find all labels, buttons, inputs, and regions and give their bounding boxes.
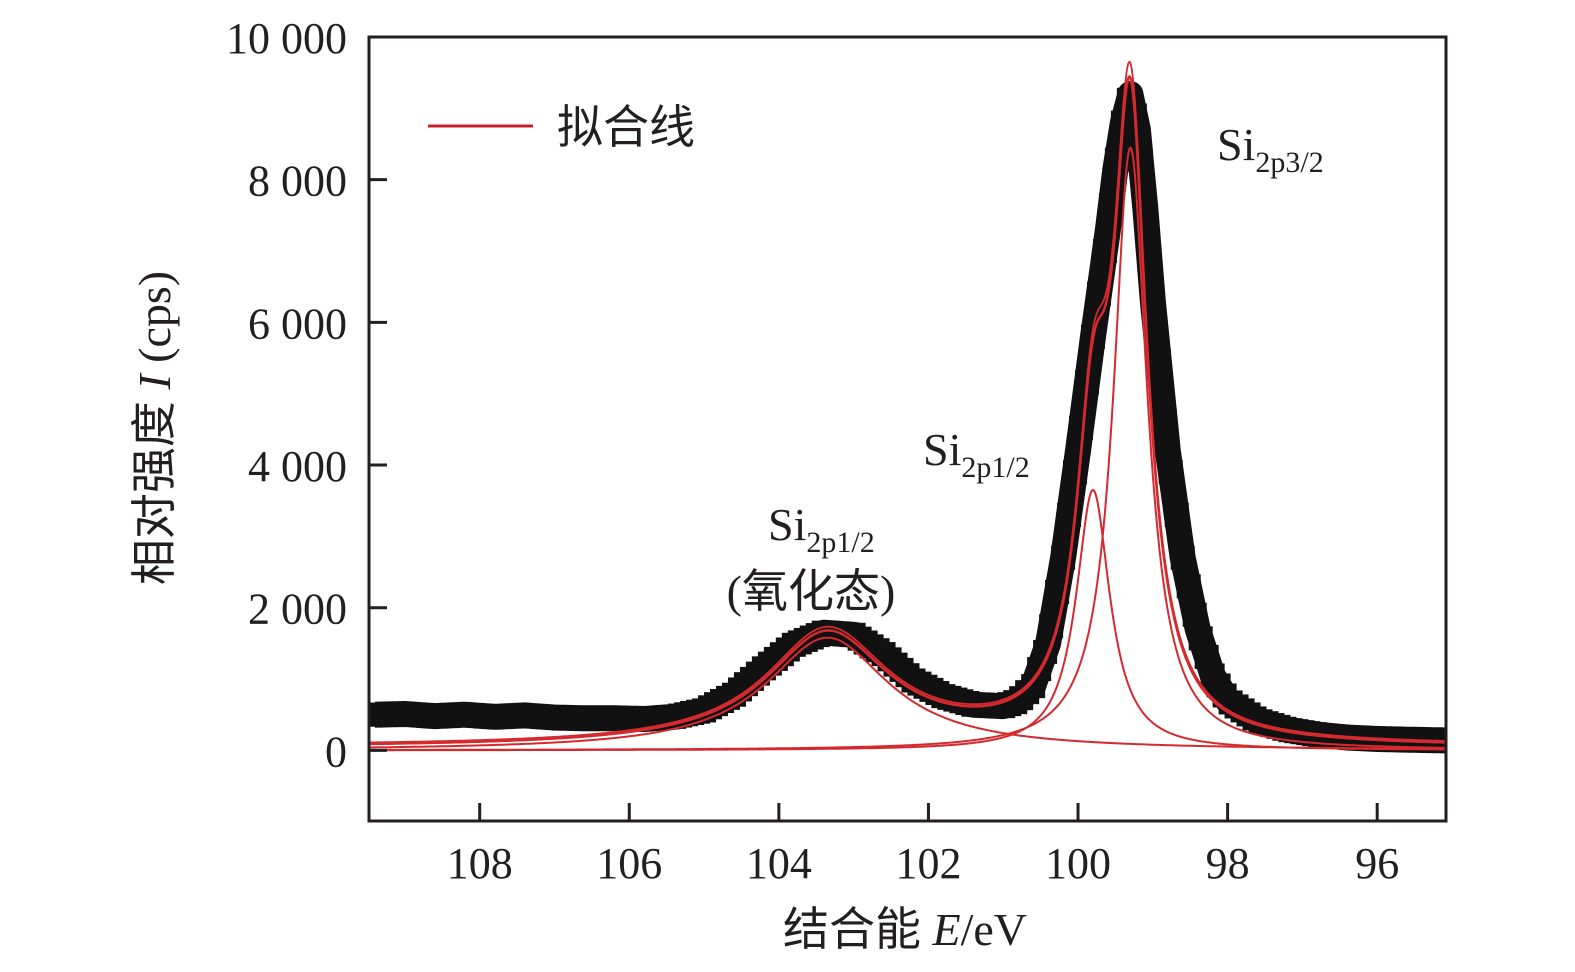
y-tick-label: 0	[325, 727, 347, 776]
fit-envelope	[369, 74, 1446, 746]
annotation-si2p3-2: Si2p3/2	[1217, 119, 1324, 179]
experimental-point	[1158, 460, 1183, 485]
experimental-point	[1176, 574, 1201, 599]
fit-component-si2p1-2-oxide	[369, 636, 1446, 750]
experimental-point	[1164, 502, 1189, 527]
series-layer	[369, 60, 1446, 754]
x-tick-label: 104	[746, 839, 812, 888]
annotation-si2p1-2: Si2p1/2	[923, 424, 1030, 484]
annotation-si2p1-2-oxide: Si2p1/2	[768, 499, 875, 559]
annotation-oxide-state: (氧化态)	[727, 566, 896, 617]
y-axis-title: 相对强度 I (cps)	[129, 271, 180, 585]
x-tick-label: 96	[1355, 839, 1399, 888]
experimental-point	[1069, 415, 1094, 440]
y-tick-label: 2 000	[248, 585, 347, 634]
plot-frame	[367, 35, 1448, 823]
legend-label-fit: 拟合线	[557, 102, 695, 153]
x-tick-label: 102	[895, 839, 961, 888]
experimental-point	[1057, 502, 1082, 527]
experimental-point	[1098, 193, 1123, 218]
experimental-data-band	[369, 81, 1446, 754]
x-axis: 108 106 104 102 100 98 96	[447, 803, 1399, 888]
experimental-point	[1063, 460, 1088, 485]
x-tick-label: 100	[1045, 839, 1111, 888]
experimental-point	[1182, 602, 1207, 627]
legend: 拟合线	[428, 102, 695, 153]
x-tick-label: 98	[1206, 839, 1250, 888]
y-tick-label: 10 000	[226, 14, 347, 63]
experimental-point	[1170, 545, 1195, 570]
x-tick-label: 108	[447, 839, 513, 888]
y-tick-label: 4 000	[248, 442, 347, 491]
experimental-point	[1104, 147, 1129, 172]
y-tick-label: 6 000	[248, 299, 347, 348]
x-tick-label: 106	[596, 839, 662, 888]
experimental-point	[1152, 408, 1177, 433]
y-tick-label: 8 000	[248, 157, 347, 206]
y-axis: 0 2 000 4 000 6 000 8 000 10 000	[226, 14, 387, 776]
experimental-point	[1146, 348, 1171, 373]
x-axis-title: 结合能 E/eV	[783, 904, 1027, 955]
fit-envelope-outer	[369, 60, 1446, 744]
